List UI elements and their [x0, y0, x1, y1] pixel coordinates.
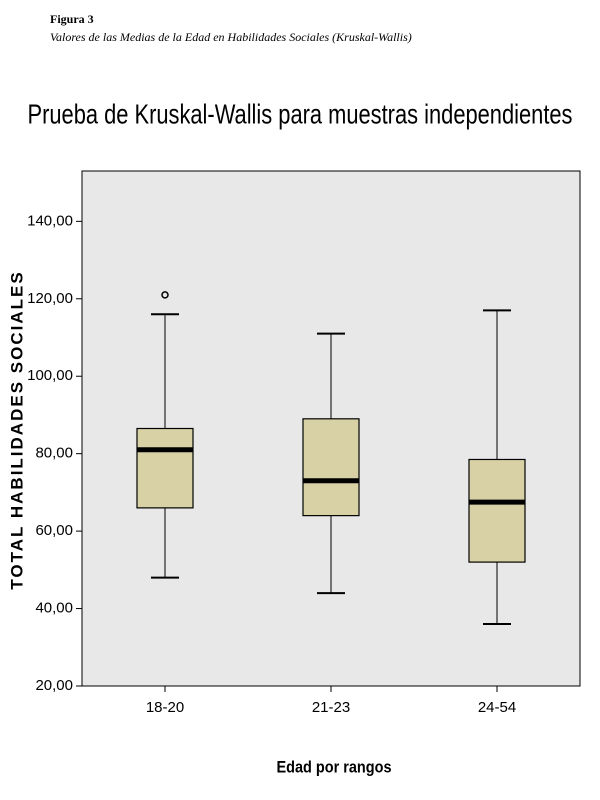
- y-axis-label: TOTAL HABILIDADES SOCIALES: [7, 270, 26, 589]
- y-tick-label: 140,00: [27, 212, 73, 229]
- x-tick-label: 18-20: [146, 699, 184, 716]
- y-tick-label: 100,00: [27, 367, 73, 384]
- y-tick-label: 120,00: [27, 290, 73, 307]
- figure-label: Figura 3: [50, 12, 94, 26]
- chart-title: Prueba de Kruskal-Wallis para muestras i…: [28, 98, 573, 129]
- x-tick-label: 24-54: [478, 699, 516, 716]
- y-tick-label: 20,00: [35, 677, 73, 694]
- y-tick-label: 40,00: [35, 600, 73, 617]
- outlier: [161, 291, 169, 299]
- box: [302, 418, 360, 517]
- box: [468, 458, 526, 563]
- y-tick-label: 60,00: [35, 522, 73, 539]
- x-tick-label: 21-23: [312, 699, 350, 716]
- box: [136, 427, 194, 509]
- x-axis-label: Edad por rangos: [277, 757, 392, 776]
- caption: Valores de las Medias de la Edad en Habi…: [50, 30, 412, 44]
- y-tick-label: 80,00: [35, 445, 73, 462]
